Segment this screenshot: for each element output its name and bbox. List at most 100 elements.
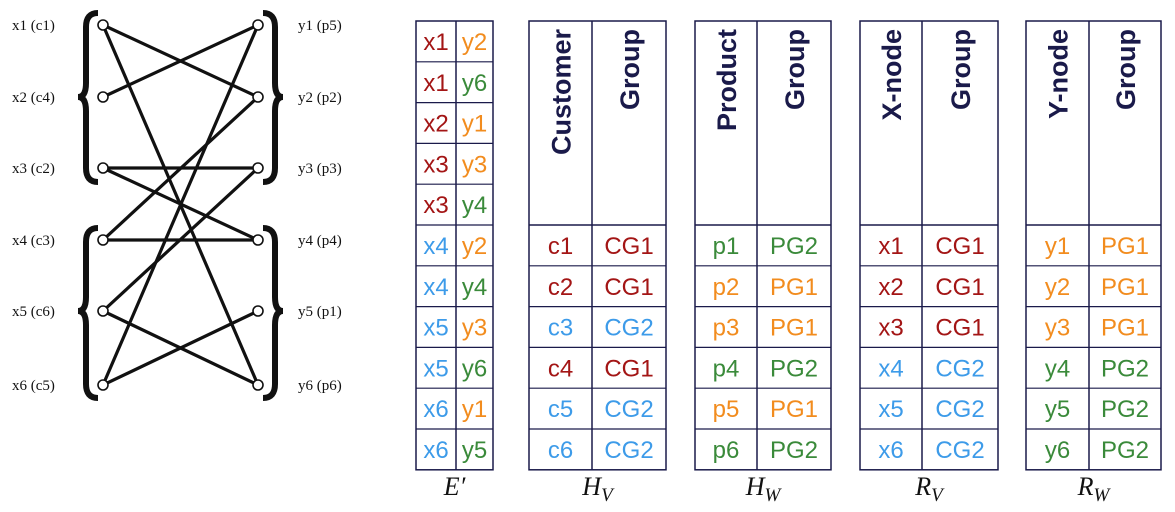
table-cell-id: p5 xyxy=(713,396,740,423)
table-cell-group: CG2 xyxy=(935,396,984,423)
left-node-label: x6 (c5) xyxy=(12,378,55,394)
right-node-y6 xyxy=(252,379,264,391)
table-cell-group: PG1 xyxy=(770,315,818,342)
edge-table-caption: E′ xyxy=(443,472,466,501)
table-cell-id: y4 xyxy=(1045,355,1070,382)
table-cell-group: PG1 xyxy=(1101,233,1149,260)
table-cell-group: PG1 xyxy=(1101,274,1149,301)
table-cell-id: p3 xyxy=(713,315,740,342)
table-cell-id: c4 xyxy=(548,355,573,382)
left-node-x4 xyxy=(97,234,109,246)
edge-table-y-cell: y1 xyxy=(462,396,487,423)
table-cell-group: PG2 xyxy=(1101,355,1149,382)
edge-table-x-cell: x2 xyxy=(423,111,448,138)
table-cell-id: y6 xyxy=(1045,437,1070,464)
table-cell-id: x4 xyxy=(878,355,903,382)
edge-table-x-cell: x3 xyxy=(423,192,448,219)
caption-subscript: W xyxy=(1094,485,1112,506)
left-brace-group-1 xyxy=(77,10,99,185)
table-cell-id: y1 xyxy=(1045,233,1070,260)
edge-table-y-cell: y6 xyxy=(462,70,487,97)
edge-table-y-cell: y4 xyxy=(462,192,487,219)
table-cell-id: p1 xyxy=(713,233,740,260)
caption-subscript: V xyxy=(931,485,945,506)
right-brace-group-2 xyxy=(262,225,284,401)
table-cell-group: CG1 xyxy=(935,274,984,301)
caption-main: R xyxy=(914,472,931,501)
right-node-y3 xyxy=(252,162,264,174)
table-rv: X-node Group x1 CG1 x2 CG1 x3 CG1 x4 CG2 x5 CG2 x6 CG… xyxy=(859,20,999,506)
table-cell-id: x1 xyxy=(878,233,903,260)
right-node-y1 xyxy=(252,19,264,31)
table-cell-group: PG2 xyxy=(1101,437,1149,464)
table-header-group: Group xyxy=(780,29,810,110)
left-node-label: x5 (c6) xyxy=(12,304,55,320)
edge-table-x-cell: x5 xyxy=(423,355,448,382)
left-node-x2 xyxy=(97,91,109,103)
table-cell-id: c3 xyxy=(548,315,573,342)
table-hv: Customer Group c1 CG1 c2 CG1 c3 CG2 c4 CG1 c5 CG2 c6… xyxy=(528,20,667,506)
table-cell-id: y5 xyxy=(1045,396,1070,423)
left-node-label: x4 (c3) xyxy=(12,233,55,249)
left-brace-group-2 xyxy=(77,225,99,401)
table-header-name: Product xyxy=(712,29,742,131)
right-node-y2 xyxy=(252,91,264,103)
table-border xyxy=(1025,20,1162,471)
edge-table-x-cell: x4 xyxy=(423,274,448,301)
table-cell-group: CG1 xyxy=(604,355,653,382)
table-hw: Product Group p1 PG2 p2 PG1 p3 PG1 p4 PG2 p5 PG1 p6 P… xyxy=(694,20,832,506)
table-cell-id: p4 xyxy=(713,355,740,382)
table-border xyxy=(528,20,667,471)
right-node-y4 xyxy=(252,234,264,246)
right-node-label: y1 (p5) xyxy=(298,18,342,34)
table-cell-group: CG1 xyxy=(935,233,984,260)
table-cell-id: c6 xyxy=(548,437,573,464)
edge-x5-y3 xyxy=(101,166,260,313)
right-node-label: y3 (p3) xyxy=(298,161,342,177)
edge-table-x-cell: x3 xyxy=(423,151,448,178)
left-node-x1 xyxy=(97,19,109,31)
edge-table-x-cell: x6 xyxy=(423,396,448,423)
edge-table-y-cell: y5 xyxy=(462,437,487,464)
table-cell-group: CG1 xyxy=(935,315,984,342)
right-node-y5 xyxy=(252,305,264,317)
table-cell-id: x5 xyxy=(878,396,903,423)
table-caption: HV xyxy=(581,472,615,506)
edge-table-border xyxy=(415,20,494,471)
table-cell-id: x2 xyxy=(878,274,903,301)
edge-table-e-prime: x1 y2 x1 y6 x2 y1 x3 y3 x3 y4 x4 y2 x4 y4 x5 y3 x5 y6 x6 y1… xyxy=(415,20,494,501)
table-header-name: X-node xyxy=(877,29,907,121)
mapping-tables: Customer Group c1 CG1 c2 CG1 c3 CG2 c4 CG1 c5 CG2 c6… xyxy=(528,20,1162,506)
right-node-label: y4 (p4) xyxy=(298,233,342,249)
table-cell-id: x6 xyxy=(878,437,903,464)
edge-table-y-cell: y2 xyxy=(462,29,487,56)
left-node-label: x3 (c2) xyxy=(12,161,55,177)
table-caption: RV xyxy=(914,472,945,506)
edge-table-y-cell: y6 xyxy=(462,355,487,382)
table-border xyxy=(859,20,999,471)
right-node-label: y6 (p6) xyxy=(298,378,342,394)
edge-x6-y1 xyxy=(101,23,260,387)
edge-table-y-cell: y3 xyxy=(462,151,487,178)
table-cell-id: x3 xyxy=(878,315,903,342)
table-cell-group: PG1 xyxy=(770,396,818,423)
edge-x4-y2 xyxy=(101,95,260,242)
right-brace-group-1 xyxy=(262,10,284,185)
edge-table-x-cell: x4 xyxy=(423,233,448,260)
table-cell-group: CG2 xyxy=(604,396,653,423)
caption-subscript: W xyxy=(764,485,782,506)
table-caption: RW xyxy=(1077,472,1112,506)
table-border xyxy=(694,20,832,471)
edge-table-y-cell: y2 xyxy=(462,233,487,260)
left-node-label: x2 (c4) xyxy=(12,90,55,106)
table-header-group: Group xyxy=(1111,29,1141,110)
table-cell-id: y2 xyxy=(1045,274,1070,301)
table-cell-id: c5 xyxy=(548,396,573,423)
right-node-label: y5 (p1) xyxy=(298,304,342,320)
table-cell-group: CG2 xyxy=(935,437,984,464)
table-header-group: Group xyxy=(946,29,976,110)
edge-x6-y5 xyxy=(101,309,260,387)
left-node-x6 xyxy=(97,379,109,391)
edge-table-x-cell: x5 xyxy=(423,315,448,342)
table-header-group: Group xyxy=(615,29,645,110)
